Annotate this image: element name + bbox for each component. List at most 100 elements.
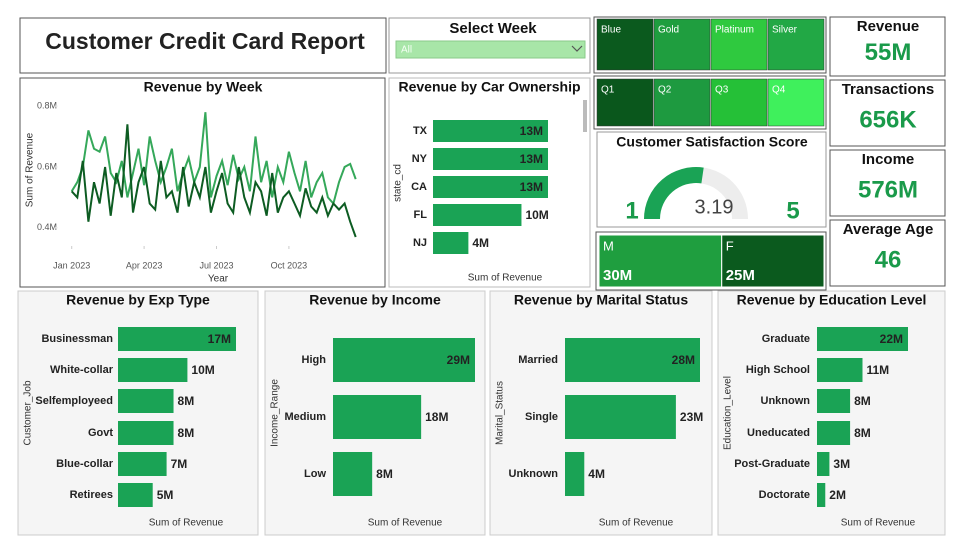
- chart-title: Customer Satisfaction Score: [616, 134, 808, 150]
- value-label: 29M: [447, 353, 470, 367]
- kpi-value: 576M: [858, 176, 918, 203]
- x-axis-label: Sum of Revenue: [841, 518, 916, 529]
- chart-title: Revenue by Exp Type: [66, 292, 210, 308]
- slicer-tile[interactable]: [596, 18, 654, 71]
- slicer-tile[interactable]: [710, 78, 768, 127]
- report-title: Customer Credit Card Report: [45, 28, 365, 54]
- bar: [817, 483, 826, 507]
- slicer-value: All: [401, 45, 412, 56]
- treemap-tile[interactable]: [721, 234, 825, 288]
- value-label: 10M: [191, 363, 214, 377]
- kpi-card: [829, 219, 946, 287]
- kpi-label: Revenue: [857, 18, 920, 35]
- chart-title: Revenue by Week: [144, 79, 263, 95]
- kpi-value: 656K: [859, 106, 917, 133]
- bar: [433, 148, 548, 170]
- y-tick-label: 0.6M: [37, 161, 57, 171]
- category-label: Medium: [284, 411, 326, 423]
- bar: [333, 452, 373, 496]
- tile-label: F: [726, 238, 734, 253]
- value-label: 28M: [672, 353, 695, 367]
- bar: [118, 452, 167, 476]
- category-label: High: [302, 354, 327, 366]
- value-label: 17M: [208, 332, 231, 346]
- category-label: Doctorate: [759, 489, 810, 501]
- category-label: Unknown: [509, 468, 559, 480]
- value-label: 7M: [171, 457, 188, 471]
- category-label: CA: [411, 181, 427, 193]
- value-label: 8M: [854, 426, 871, 440]
- category-label: Blue-collar: [56, 458, 114, 470]
- category-label: Single: [525, 411, 558, 423]
- x-tick-label: Apr 2023: [126, 260, 163, 270]
- y-axis-label: Education_Level: [723, 376, 734, 450]
- category-label: NY: [412, 153, 428, 165]
- bar: [118, 327, 236, 351]
- x-tick-label: Jul 2023: [199, 260, 233, 270]
- category-label: White-collar: [50, 364, 114, 376]
- value-label: 4M: [588, 467, 605, 481]
- value-label: 8M: [178, 394, 195, 408]
- value-label: 8M: [178, 426, 195, 440]
- slicer-dropdown[interactable]: [395, 40, 586, 59]
- value-label: 13M: [520, 180, 543, 194]
- y-axis-label: Sum of Revenue: [25, 132, 36, 207]
- value-label: 10M: [525, 208, 548, 222]
- bar: [817, 358, 863, 382]
- slicer-tile[interactable]: [653, 78, 711, 127]
- scrollbar[interactable]: [583, 100, 587, 132]
- x-axis-label: Sum of Revenue: [149, 518, 224, 529]
- tile-label: Platinum: [715, 25, 754, 36]
- slicer-tile[interactable]: [596, 78, 654, 127]
- value-label: 8M: [376, 467, 393, 481]
- value-label: 18M: [425, 410, 448, 424]
- bar: [118, 389, 174, 413]
- kpi-label: Transactions: [842, 81, 935, 98]
- series-line: [70, 112, 357, 206]
- category-label: Businessman: [41, 333, 113, 345]
- category-label: Govt: [88, 427, 113, 439]
- gauge-value: 3.19: [695, 196, 734, 218]
- tile-label: Q2: [658, 85, 672, 96]
- tile-label: Q4: [772, 85, 786, 96]
- kpi-label: Average Age: [843, 221, 934, 238]
- x-axis-label: Sum of Revenue: [468, 273, 543, 284]
- x-axis-label: Year: [208, 274, 229, 285]
- category-label: Low: [304, 468, 326, 480]
- title-box: [19, 17, 387, 74]
- dropdown-chevron: [571, 45, 583, 52]
- value-label: 13M: [520, 124, 543, 138]
- category-label: Graduate: [762, 333, 810, 345]
- bar: [433, 176, 548, 198]
- tile-label: Q3: [715, 85, 729, 96]
- tile-value: 30M: [603, 267, 632, 284]
- value-label: 5M: [157, 488, 174, 502]
- series-line: [70, 124, 357, 238]
- bar: [433, 204, 522, 226]
- slicer-tile[interactable]: [710, 18, 768, 71]
- category-label: FL: [414, 209, 428, 221]
- slicer-tile[interactable]: [653, 18, 711, 71]
- gauge-fill: [644, 167, 704, 219]
- bar: [433, 120, 548, 142]
- slicer-tile[interactable]: [767, 78, 825, 127]
- kpi-card: [829, 16, 946, 77]
- gauge-min: 1: [625, 197, 638, 224]
- y-tick-label: 0.4M: [37, 222, 57, 232]
- value-label: 11M: [867, 363, 890, 377]
- chart-title: Revenue by Income: [309, 292, 441, 308]
- category-label: Uneducated: [747, 427, 810, 439]
- slicer-tile[interactable]: [767, 18, 825, 71]
- category-label: Retirees: [70, 489, 113, 501]
- kpi-card: [829, 79, 946, 147]
- tile-label: Silver: [772, 25, 798, 36]
- chart-title: Revenue by Car Ownership: [398, 79, 580, 95]
- y-tick-label: 0.8M: [37, 100, 57, 110]
- value-label: 3M: [833, 457, 850, 471]
- bar: [565, 338, 700, 382]
- category-label: NJ: [413, 237, 427, 249]
- bar: [817, 389, 851, 413]
- slicer-label: Select Week: [449, 20, 537, 37]
- kpi-card: [829, 149, 946, 217]
